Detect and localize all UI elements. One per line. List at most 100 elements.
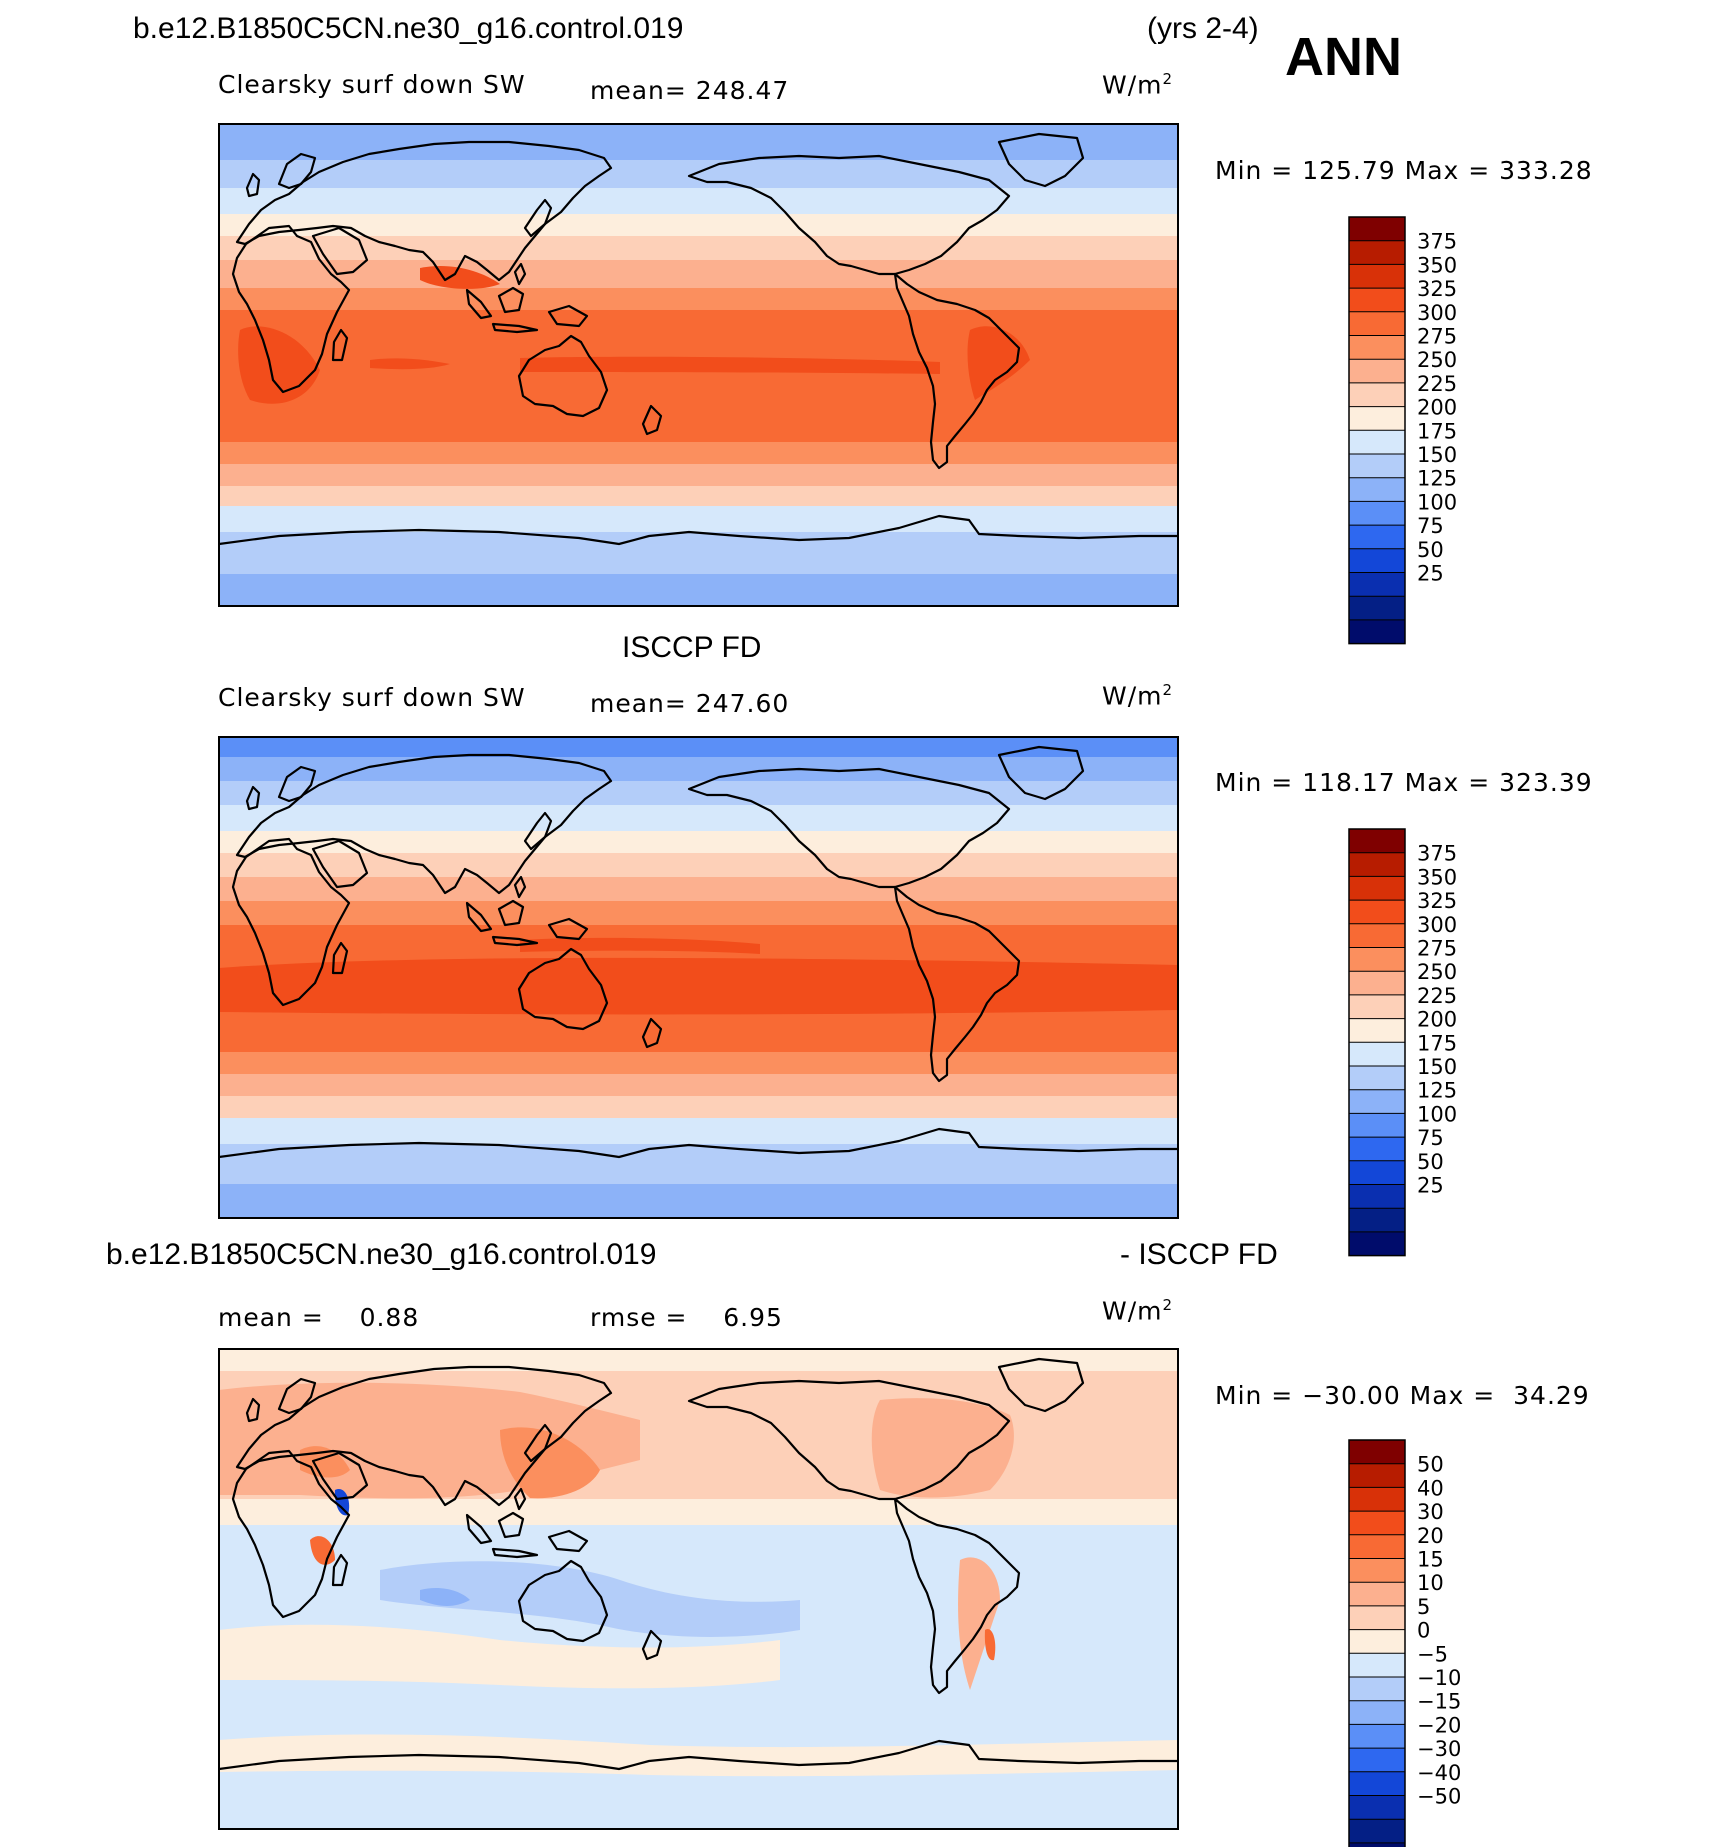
model-map bbox=[218, 123, 1179, 607]
colorbar-tick-label: 225 bbox=[1417, 372, 1457, 396]
obs-high-band bbox=[219, 957, 1178, 1015]
diff-region bbox=[219, 1734, 1178, 1777]
colorbar-tick-label: 150 bbox=[1417, 1055, 1457, 1079]
colorbar-swatch bbox=[1349, 1653, 1405, 1678]
colorbar-tick-label: −5 bbox=[1417, 1642, 1448, 1666]
colorbar-swatch bbox=[1349, 1724, 1405, 1749]
colorbar-swatch bbox=[1349, 217, 1405, 242]
colorbar-tick-label: 50 bbox=[1417, 538, 1444, 562]
colorbar-swatch bbox=[1349, 382, 1405, 407]
colorbar-tick-label: 50 bbox=[1417, 1150, 1444, 1174]
model-lat-band bbox=[219, 442, 1178, 464]
colorbar-tick-label: −30 bbox=[1417, 1737, 1461, 1761]
colorbar-swatch bbox=[1349, 525, 1405, 550]
diff-region bbox=[958, 1557, 1000, 1690]
colorbar-swatch bbox=[1349, 1184, 1405, 1209]
diff-region bbox=[380, 1561, 800, 1637]
colorbar-swatch bbox=[1349, 1042, 1405, 1067]
colorbar-swatch bbox=[1349, 1440, 1405, 1465]
colorbar-tick-label: 375 bbox=[1417, 230, 1457, 254]
model-lat-band bbox=[219, 214, 1178, 236]
colorbar-swatch bbox=[1349, 596, 1405, 621]
model-lat-band bbox=[219, 310, 1178, 442]
colorbar-swatch bbox=[1349, 923, 1405, 948]
obs-lat-band bbox=[219, 1074, 1178, 1096]
colorbar-swatch bbox=[1349, 1677, 1405, 1702]
colorbar-swatch bbox=[1349, 1066, 1405, 1091]
colorbar-outline bbox=[1348, 1439, 1406, 1847]
colorbar-tick-label: 250 bbox=[1417, 960, 1457, 984]
colorbar-tick-label: −40 bbox=[1417, 1761, 1461, 1785]
obs-lat-band bbox=[219, 805, 1178, 831]
colorbar-tick-label: 50 bbox=[1417, 1453, 1444, 1477]
model-minmax: Min = 125.79 Max = 333.28 bbox=[1215, 156, 1593, 185]
colorbar-swatch bbox=[1349, 1089, 1405, 1114]
diff-region bbox=[420, 1588, 470, 1606]
colorbar-swatch bbox=[1349, 1487, 1405, 1512]
colorbar-swatch bbox=[1349, 1842, 1405, 1847]
colorbar-tick-label: −15 bbox=[1417, 1690, 1461, 1714]
colorbar-swatch bbox=[1349, 1700, 1405, 1725]
obs-lat-band bbox=[219, 853, 1178, 877]
colorbar-tick-label: 350 bbox=[1417, 865, 1457, 889]
colorbar-swatch bbox=[1349, 1018, 1405, 1043]
obs-lat-band bbox=[219, 1184, 1178, 1218]
colorbar-swatch bbox=[1349, 829, 1405, 854]
colorbar-tick-label: 175 bbox=[1417, 1031, 1457, 1055]
diff-title-left: b.e12.B1850C5CN.ne30_g16.control.019 bbox=[106, 1238, 657, 1271]
colorbar-tick-label: 175 bbox=[1417, 419, 1457, 443]
colorbar-tick-label: 375 bbox=[1417, 842, 1457, 866]
colorbar-tick-label: 200 bbox=[1417, 396, 1457, 420]
diff-map bbox=[218, 1348, 1179, 1830]
colorbar-swatch bbox=[1349, 1137, 1405, 1162]
obs-minmax: Min = 118.17 Max = 323.39 bbox=[1215, 768, 1593, 797]
colorbar-swatch bbox=[1349, 947, 1405, 972]
colorbar-tick-label: 350 bbox=[1417, 253, 1457, 277]
colorbar-swatch bbox=[1349, 1231, 1405, 1256]
colorbar-tick-label: −50 bbox=[1417, 1785, 1461, 1809]
colorbar-tick-label: 25 bbox=[1417, 1174, 1444, 1198]
colorbar-swatch bbox=[1349, 1748, 1405, 1773]
diff-minmax: Min = −30.00 Max = 34.29 bbox=[1215, 1381, 1590, 1410]
case-title: b.e12.B1850C5CN.ne30_g16.control.019 bbox=[133, 12, 684, 45]
colorbar-tick-label: 100 bbox=[1417, 490, 1457, 514]
obs-map bbox=[218, 736, 1179, 1219]
colorbar-swatch bbox=[1349, 264, 1405, 289]
obs-lat-band bbox=[219, 901, 1178, 925]
obs-lat-band bbox=[219, 757, 1178, 781]
obs-lat-band bbox=[219, 877, 1178, 901]
model-lat-band bbox=[219, 188, 1178, 214]
diff-region bbox=[871, 1398, 1014, 1498]
colorbar-swatch bbox=[1349, 335, 1405, 360]
model-high-band bbox=[370, 358, 450, 370]
diff-region bbox=[984, 1629, 996, 1661]
obs-high-band bbox=[520, 937, 760, 954]
model-field-label: Clearsky surf down SW bbox=[218, 70, 526, 99]
colorbar-swatch bbox=[1349, 1534, 1405, 1559]
model-colorbar: 3753503253002752502252001751501251007550… bbox=[1348, 216, 1457, 645]
colorbar-outline bbox=[1348, 828, 1406, 1257]
colorbar-swatch bbox=[1349, 501, 1405, 526]
colorbar-tick-label: 40 bbox=[1417, 1476, 1444, 1500]
colorbar-swatch bbox=[1349, 1795, 1405, 1820]
colorbar-tick-label: 325 bbox=[1417, 889, 1457, 913]
colorbar-tick-label: 100 bbox=[1417, 1102, 1457, 1126]
colorbar-tick-label: 10 bbox=[1417, 1571, 1444, 1595]
colorbar-tick-label: 150 bbox=[1417, 443, 1457, 467]
diff-region bbox=[219, 1624, 780, 1689]
colorbar-swatch bbox=[1349, 311, 1405, 336]
obs-lat-band bbox=[219, 1096, 1178, 1118]
colorbar-swatch bbox=[1349, 1605, 1405, 1630]
colorbar-swatch bbox=[1349, 619, 1405, 644]
colorbar-tick-label: 5 bbox=[1417, 1595, 1430, 1619]
obs-colorbar: 3753503253002752502252001751501251007550… bbox=[1348, 828, 1457, 1257]
obs-lat-band bbox=[219, 1052, 1178, 1074]
diff-title-right: - ISCCP FD bbox=[1120, 1238, 1278, 1271]
colorbar-tick-label: 300 bbox=[1417, 301, 1457, 325]
diff-band bbox=[219, 1349, 1178, 1371]
colorbar-swatch bbox=[1349, 1582, 1405, 1607]
colorbar-swatch bbox=[1349, 1208, 1405, 1233]
colorbar-tick-label: 325 bbox=[1417, 277, 1457, 301]
model-high-band bbox=[520, 356, 940, 374]
